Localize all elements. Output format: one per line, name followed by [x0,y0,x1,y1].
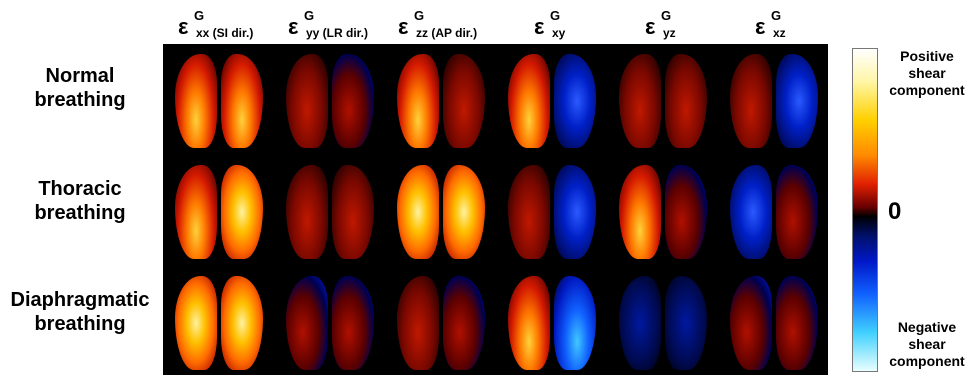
row-label-line2: breathing [34,313,126,335]
epsilon-symbol: ε [645,14,656,39]
left-lung-map [175,54,217,148]
subscript: xz [773,26,786,40]
epsilon-symbol: ε [288,14,299,39]
strain-map-cell [607,48,718,158]
strain-map-cell [163,48,274,158]
epsilon-symbol: ε [398,14,409,39]
row-label-line1: Diaphragmatic [10,289,150,311]
row-label-line1: Normal [45,65,115,87]
strain-map-cell [496,270,607,380]
left-lung-map [619,54,661,148]
right-lung-map [554,276,596,370]
strain-map-cell [385,270,496,380]
epsilon-symbol: ε [534,14,545,39]
right-lung-map [332,54,374,148]
left-lung-map [286,165,328,259]
subscript: xx (SI dir.) [196,26,254,40]
row-label-diaphragmatic: Diaphragmatic breathing [0,288,160,336]
left-lung-map [508,276,550,370]
left-lung-map [175,276,217,370]
right-lung-map [443,165,485,259]
right-lung-map [332,276,374,370]
strain-map-panel [163,44,828,375]
right-lung-map [221,54,263,148]
row-label-line1: Thoracic [38,178,122,200]
left-lung-map [397,276,439,370]
right-lung-map [332,165,374,259]
left-lung-map [508,54,550,148]
right-lung-map [443,276,485,370]
strain-map-cell [385,48,496,158]
left-lung-map [508,165,550,259]
left-lung-map [286,276,328,370]
colorbar-negative-label: Negative shear component [889,319,965,369]
superscript: G [304,8,315,23]
right-lung-map [776,165,818,259]
colorbar-positive-label: Positive shear component [889,48,965,98]
strain-map-cell [607,159,718,269]
left-lung-map [730,276,772,370]
epsilon-symbol: ε [178,14,189,39]
right-lung-map [443,54,485,148]
left-lung-map [286,54,328,148]
subscript: yz [663,26,676,40]
superscript: G [661,8,672,23]
right-lung-map [776,54,818,148]
superscript: G [771,8,782,23]
right-lung-map [221,276,263,370]
strain-map-cell [496,159,607,269]
superscript: G [550,8,561,23]
left-lung-map [397,54,439,148]
strain-map-cell [274,159,385,269]
strain-map-cell [718,159,829,269]
subscript: yy (LR dir.) [306,26,369,40]
strain-map-cell [163,159,274,269]
strain-map-cell [163,270,274,380]
row-label-thoracic: Thoracic breathing [0,177,160,225]
subscript: xy [552,26,566,40]
right-lung-map [554,165,596,259]
strain-map-cell [718,270,829,380]
right-lung-map [554,54,596,148]
strain-map-cell [718,48,829,158]
right-lung-map [665,165,707,259]
right-lung-map [221,165,263,259]
left-lung-map [619,165,661,259]
left-lung-map [730,54,772,148]
right-lung-map [776,276,818,370]
row-label-normal: Normal breathing [0,64,160,112]
right-lung-map [665,54,707,148]
left-lung-map [619,276,661,370]
strain-map-cell [274,48,385,158]
superscript: G [194,8,205,23]
strain-map-cell [496,48,607,158]
right-lung-map [665,276,707,370]
left-lung-map [730,165,772,259]
strain-map-cell [274,270,385,380]
superscript: G [414,8,425,23]
colorbar-zero-label: 0 [888,198,902,225]
strain-map-cell [607,270,718,380]
colorbar [852,48,878,372]
left-lung-map [397,165,439,259]
row-label-line2: breathing [34,89,126,111]
subscript: zz (AP dir.) [416,26,478,40]
row-label-line2: breathing [34,202,126,224]
strain-map-cell [385,159,496,269]
left-lung-map [175,165,217,259]
epsilon-symbol: ε [755,14,766,39]
